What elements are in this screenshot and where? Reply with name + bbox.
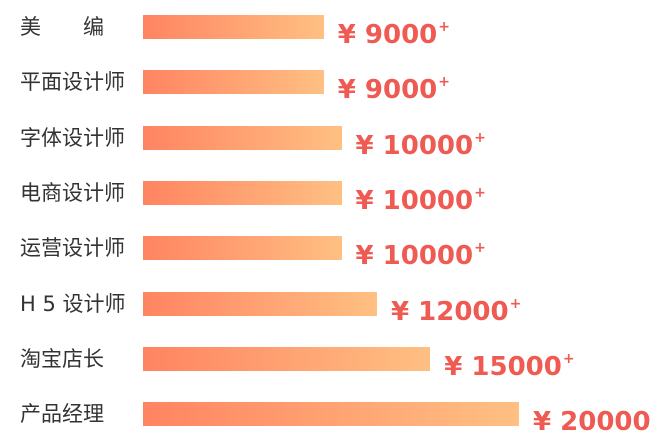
category-label: 运营设计师 [20, 236, 125, 261]
salary-amount: ¥ 9000 [337, 75, 438, 106]
plus-mark: + [474, 129, 486, 146]
category-label: 产品经理 [20, 402, 104, 427]
salary-value-label: ¥ 10000+ [356, 231, 486, 271]
plus-mark: + [438, 19, 450, 35]
category-label: 淘宝店长 [20, 346, 104, 371]
salary-value-label: ¥ 15000+ [444, 342, 575, 382]
plus-mark: + [562, 350, 575, 367]
salary-bar [143, 15, 324, 39]
salary-amount: ¥ 9000 [337, 20, 438, 50]
category-label: 平面设计师 [20, 70, 125, 95]
plus-mark: + [474, 184, 486, 201]
salary-value-label: ¥ 12000+ [391, 287, 522, 327]
category-label: 字体设计师 [20, 125, 125, 150]
plus-mark: + [438, 74, 450, 91]
salary-value-label: ¥ 10000+ [356, 121, 486, 161]
salary-bar [143, 346, 431, 371]
salary-amount: ¥ 10000 [355, 185, 474, 216]
salary-bar [143, 180, 342, 205]
category-label: 电商设计师 [20, 180, 125, 205]
salary-amount: ¥ 10000 [355, 130, 474, 161]
salary-bar [143, 236, 342, 261]
salary-value-label: ¥ 10000+ [356, 176, 486, 216]
salary-bar [143, 291, 377, 316]
category-label: 美 编 [20, 15, 104, 39]
plus-mark: + [509, 295, 522, 312]
plus-mark: + [474, 240, 486, 257]
salary-amount: ¥ 12000 [391, 296, 509, 327]
salary-bar [143, 70, 324, 95]
salary-amount: ¥ 20000 [533, 407, 651, 438]
salary-amount: ¥ 10000 [355, 241, 474, 272]
salary-bar [143, 402, 519, 427]
category-label: H 5 设计师 [20, 291, 126, 316]
salary-value-label: ¥ 9000+ [338, 10, 450, 50]
salary-bar [143, 125, 342, 150]
plus-mark: + [652, 406, 653, 422]
salary-value-label: ¥ 9000+ [338, 65, 450, 105]
salary-value-label: ¥ 20000+ [533, 397, 653, 437]
salary-amount: ¥ 15000 [444, 351, 562, 382]
